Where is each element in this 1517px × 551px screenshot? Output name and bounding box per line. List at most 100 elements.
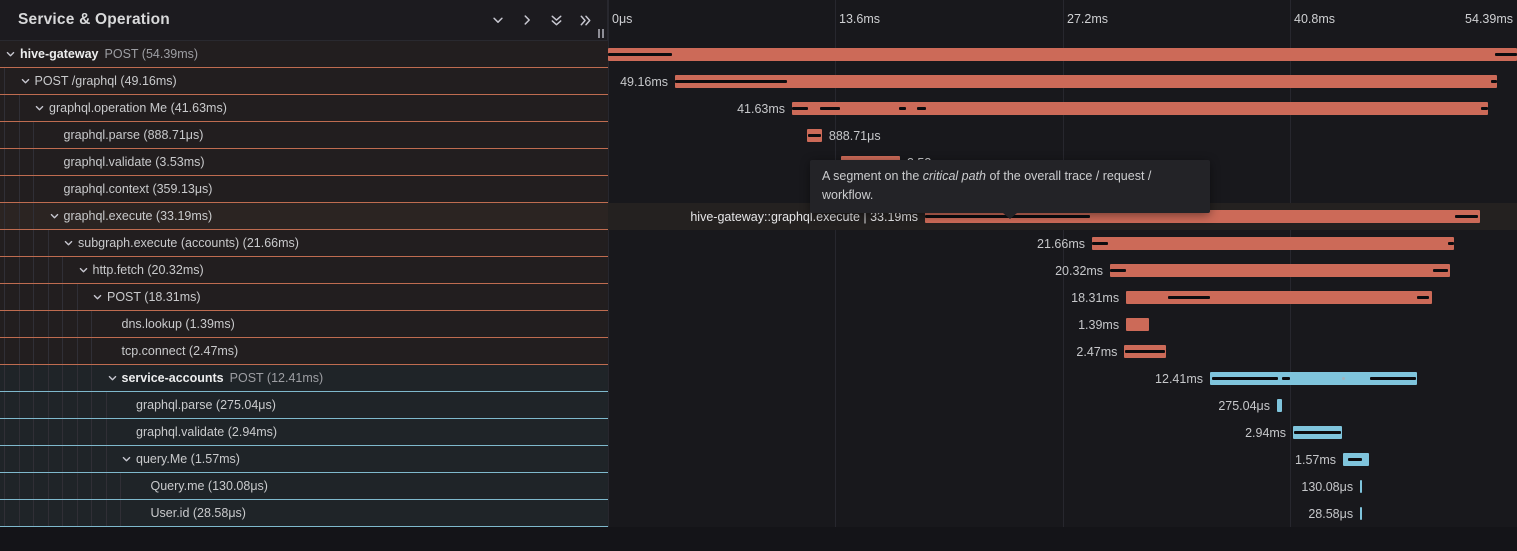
indent-guide: [47, 257, 49, 283]
chevron-down-icon[interactable]: [92, 292, 103, 303]
span-label: http.fetch (20.32ms): [92, 263, 204, 277]
tree-row[interactable]: graphql.operation Me (41.63ms): [0, 95, 608, 122]
span-label: POST (18.31ms): [107, 290, 201, 304]
span-duration-bar[interactable]: [1343, 453, 1370, 466]
chevron-down-icon[interactable]: [49, 211, 60, 222]
tree-row[interactable]: tcp.connect (2.47ms): [0, 338, 608, 365]
tree-row[interactable]: graphql.validate (3.53ms): [0, 149, 608, 176]
indent-guide: [4, 500, 5, 526]
critical-path-segment: [1348, 458, 1363, 461]
span-duration-bar[interactable]: [1091, 237, 1454, 250]
indent-guide: [18, 365, 20, 391]
indent-guide: [4, 68, 5, 94]
chevron-down-icon[interactable]: [63, 238, 74, 249]
indent-guide: [4, 203, 5, 229]
tree-row[interactable]: graphql.parse (275.04μs): [0, 392, 608, 419]
indent-guide: [76, 365, 78, 391]
span-duration-bar[interactable]: [1209, 372, 1418, 385]
span-duration-bar[interactable]: [608, 48, 1517, 61]
span-duration-bar[interactable]: [1293, 426, 1343, 439]
indent-guide: [33, 176, 34, 202]
indent-guide: [47, 500, 49, 526]
tree-row[interactable]: service-accounts POST (12.41ms): [0, 365, 608, 392]
chevron-down-icon[interactable]: [107, 373, 118, 384]
indent-guide: [18, 311, 20, 337]
span-duration-bar[interactable]: [1124, 345, 1166, 358]
span-duration-bar[interactable]: [675, 75, 1497, 88]
indent-guide: [91, 473, 92, 499]
span-duration-label: 130.08μs: [1301, 479, 1354, 494]
span-label: hive-gateway POST (54.39ms): [20, 47, 199, 61]
chevron-down-icon[interactable]: [34, 103, 45, 114]
span-bars: 49.16ms41.63ms888.71μs3.53ms359.13μshive…: [608, 41, 1517, 527]
span-bar-row: 21.66ms: [608, 230, 1517, 257]
tree-row[interactable]: dns.lookup (1.39ms): [0, 311, 608, 338]
indent-guide: [105, 392, 107, 418]
span-duration-bar[interactable]: [1360, 480, 1363, 493]
indent-guide: [18, 122, 20, 148]
critical-path-segment: [1294, 431, 1342, 434]
chevron-down-icon[interactable]: [78, 265, 89, 276]
indent-guide: [4, 338, 5, 364]
tree-row[interactable]: query.Me (1.57ms): [0, 446, 608, 473]
tree-row[interactable]: subgraph.execute (accounts) (21.66ms): [0, 230, 608, 257]
tree-row[interactable]: graphql.context (359.13μs): [0, 176, 608, 203]
chevron-right-icon[interactable]: [519, 12, 535, 28]
critical-path-segment: [1480, 107, 1488, 110]
critical-path-segment: [1125, 350, 1165, 353]
expand-all-icon[interactable]: [577, 12, 593, 28]
tree-row[interactable]: hive-gateway POST (54.39ms): [0, 41, 608, 68]
span-duration-bar[interactable]: [792, 102, 1488, 115]
tree-row[interactable]: Query.me (130.08μs): [0, 473, 608, 500]
event-marker-dot: [1342, 377, 1345, 380]
collapse-all-icon[interactable]: [548, 12, 564, 28]
chevron-down-icon[interactable]: [5, 49, 16, 60]
span-duration-label: 888.71μs: [828, 128, 881, 143]
span-duration-bar[interactable]: [1110, 264, 1450, 277]
indent-guide: [18, 176, 20, 202]
indent-guide: [33, 284, 34, 310]
indent-guide: [62, 446, 63, 472]
indent-guide: [33, 311, 34, 337]
axis-gridline: [608, 0, 609, 527]
critical-path-segment: [1281, 377, 1291, 380]
tree-row[interactable]: User.id (28.58μs): [0, 500, 608, 527]
tree-row[interactable]: http.fetch (20.32ms): [0, 257, 608, 284]
indent-guide: [62, 311, 63, 337]
column-resize-handle[interactable]: [598, 29, 604, 38]
indent-guide: [33, 149, 34, 175]
tree-row[interactable]: POST (18.31ms): [0, 284, 608, 311]
span-duration-bar[interactable]: [1126, 318, 1150, 331]
chevron-down-icon[interactable]: [20, 76, 31, 87]
indent-guide: [76, 473, 78, 499]
indent-guide: [62, 500, 63, 526]
span-label: graphql.validate (2.94ms): [136, 425, 278, 439]
chevron-down-icon[interactable]: [121, 454, 132, 465]
span-duration-bar[interactable]: [1360, 507, 1363, 520]
span-duration-bar[interactable]: [1126, 291, 1433, 304]
tree-row[interactable]: graphql.validate (2.94ms): [0, 419, 608, 446]
span-duration-label: 2.47ms: [1076, 344, 1118, 359]
span-bar-row: 49.16ms: [608, 68, 1517, 95]
span-duration-bar[interactable]: [1277, 399, 1282, 412]
span-label: subgraph.execute (accounts) (21.66ms): [78, 236, 299, 250]
indent-guide: [4, 176, 5, 202]
indent-guide: [105, 419, 107, 445]
axis-gridline: [1063, 0, 1064, 527]
span-duration-bar[interactable]: [807, 129, 822, 142]
indent-guide: [105, 446, 107, 472]
critical-path-segment: [1167, 296, 1210, 299]
span-label: tcp.connect (2.47ms): [121, 344, 239, 358]
indent-guide: [18, 284, 20, 310]
tree-row[interactable]: POST /graphql (49.16ms): [0, 68, 608, 95]
span-duration-label: 275.04μs: [1218, 398, 1271, 413]
indent-guide: [76, 446, 78, 472]
chevron-down-icon[interactable]: [490, 12, 506, 28]
critical-path-segment: [792, 107, 808, 110]
indent-guide: [4, 122, 5, 148]
indent-guide: [91, 500, 92, 526]
indent-guide: [105, 473, 107, 499]
tree-row[interactable]: graphql.execute (33.19ms): [0, 203, 608, 230]
span-duration-label: 20.32ms: [1055, 263, 1104, 278]
tree-row[interactable]: graphql.parse (888.71μs): [0, 122, 608, 149]
